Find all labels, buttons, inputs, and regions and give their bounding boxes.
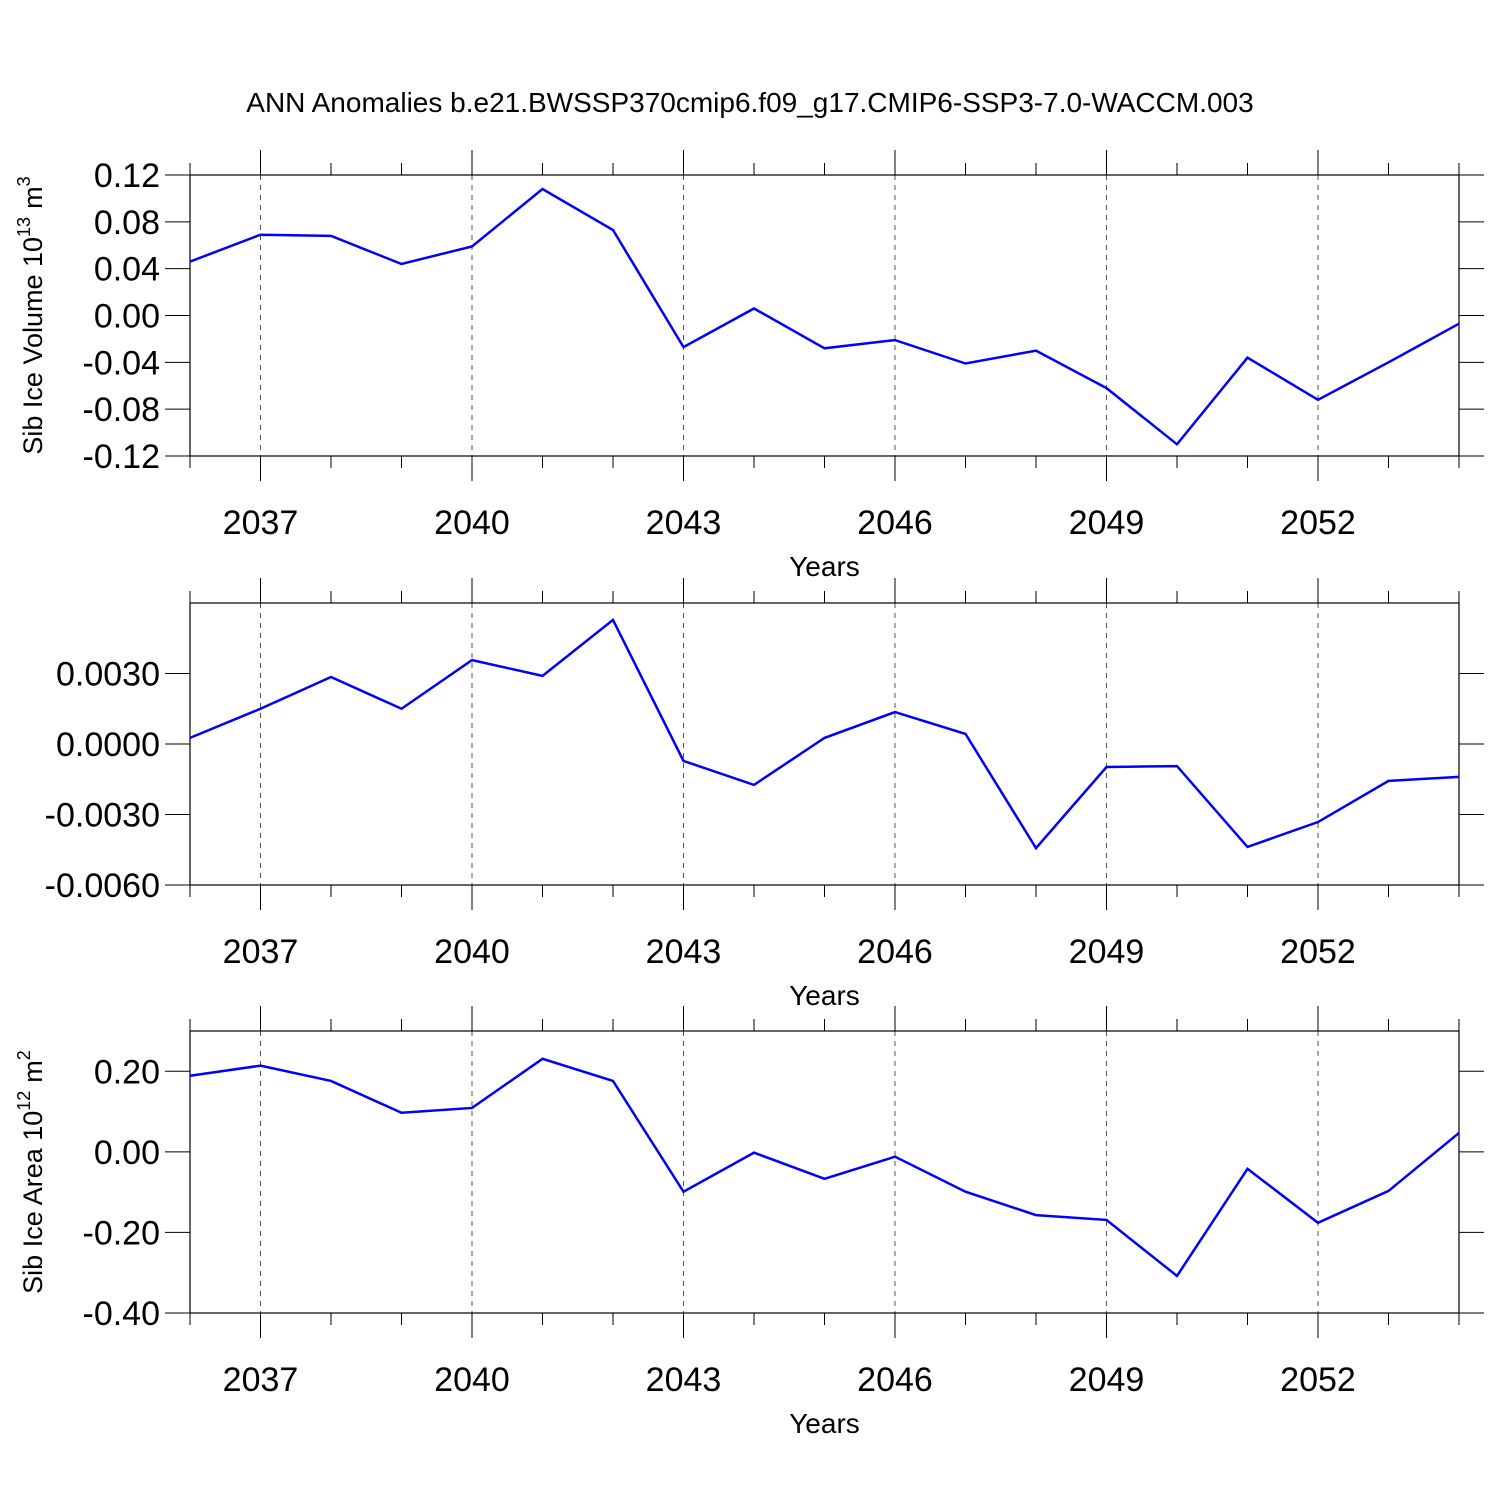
chart-title: ANN Anomalies b.e21.BWSSP370cmip6.f09_g1… (246, 87, 1253, 118)
y-tick-label: 0.12 (94, 157, 160, 195)
y-axis-label-text: Sib Snow Volume 10 (0, 650, 4, 899)
y-tick-label: 0.20 (94, 1053, 160, 1091)
y-axis-label-unit: m (18, 1060, 48, 1083)
x-tick-label: 2040 (434, 504, 510, 542)
y-tick-label: -0.08 (83, 391, 161, 429)
y-tick-label: 0.08 (94, 204, 160, 242)
x-tick-label: 2049 (1069, 933, 1145, 971)
x-axis-label: Years (789, 551, 860, 582)
plot-frame (189, 602, 1460, 886)
x-tick-label: 2040 (434, 1361, 510, 1399)
x-tick-label: 2052 (1280, 933, 1356, 971)
y-axis-label-exponent: 12 (14, 1091, 34, 1111)
x-tick-label: 2040 (434, 933, 510, 971)
x-tick-label: 2046 (857, 1361, 933, 1399)
x-tick-label: 2037 (223, 933, 299, 971)
y-tick-label: -0.20 (83, 1214, 161, 1252)
y-axis-label: Sib Ice Area 1012 m2 (14, 1050, 48, 1294)
y-axis-label: Sib Snow Volume 1013m3 (0, 589, 4, 899)
y-tick-label: 0.04 (94, 251, 160, 289)
y-axis-label-unit-exponent: 2 (14, 1050, 34, 1060)
x-tick-label: 2043 (646, 504, 722, 542)
x-tick-label: 2046 (857, 504, 933, 542)
x-axis-label: Years (789, 980, 860, 1011)
x-tick-label: 2037 (223, 1361, 299, 1399)
y-axis-label-text: Sib Ice Volume 10 (18, 237, 48, 455)
x-axis-label: Years (789, 1408, 860, 1439)
x-tick-label: 2052 (1280, 1361, 1356, 1399)
y-tick-label: -0.0030 (45, 797, 160, 835)
y-tick-label: -0.40 (83, 1295, 161, 1333)
y-axis-label: Sib Ice Volume 1013 m3 (14, 176, 48, 454)
y-tick-label: 0.0030 (56, 656, 160, 694)
y-tick-label: -0.0060 (45, 867, 160, 905)
x-tick-label: 2049 (1069, 504, 1145, 542)
y-tick-label: -0.12 (83, 438, 161, 476)
data-line (189, 617, 1460, 851)
plot-frame (189, 1030, 1460, 1314)
y-tick-label: 0.0000 (56, 726, 160, 764)
data-line (189, 187, 1460, 447)
x-tick-label: 2043 (646, 933, 722, 971)
x-tick-label: 2046 (857, 933, 933, 971)
x-tick-label: 2052 (1280, 504, 1356, 542)
y-tick-label: -0.04 (83, 344, 161, 382)
y-tick-label: 0.00 (94, 1134, 160, 1172)
data-line (189, 1057, 1460, 1278)
y-axis-label-unit: m (18, 186, 48, 209)
x-tick-label: 2049 (1069, 1361, 1145, 1399)
plot-frame (189, 174, 1460, 457)
y-axis-label-unit: m (0, 599, 4, 622)
y-tick-label: 0.00 (94, 298, 160, 336)
x-tick-label: 2043 (646, 1361, 722, 1399)
x-tick-label: 2037 (223, 504, 299, 542)
y-axis-label-text: Sib Ice Area 10 (18, 1111, 48, 1294)
y-axis-label-exponent: 13 (14, 217, 34, 237)
y-axis-label-unit-exponent: 3 (14, 176, 34, 186)
